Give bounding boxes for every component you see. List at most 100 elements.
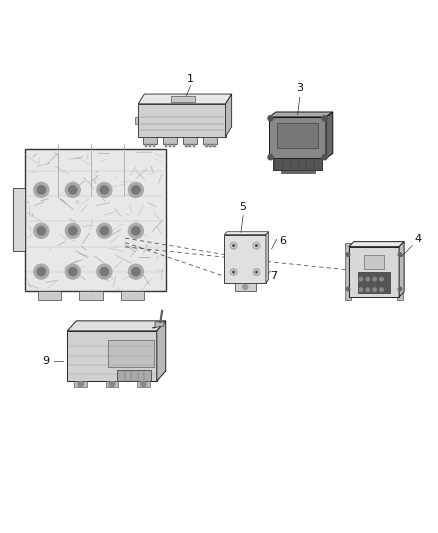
Bar: [79, 290, 102, 300]
Polygon shape: [349, 241, 404, 247]
Polygon shape: [67, 331, 157, 381]
Circle shape: [243, 285, 247, 289]
Circle shape: [100, 227, 109, 235]
Bar: [153, 144, 155, 147]
Polygon shape: [349, 247, 399, 297]
Bar: [185, 144, 187, 147]
Circle shape: [69, 186, 77, 194]
Bar: [74, 381, 87, 387]
Bar: [25, 149, 166, 290]
Bar: [13, 188, 25, 251]
Bar: [277, 123, 318, 148]
Bar: [117, 370, 151, 381]
Circle shape: [253, 269, 260, 276]
Text: 6: 6: [279, 236, 286, 246]
Circle shape: [69, 268, 77, 276]
Bar: [106, 381, 118, 387]
Circle shape: [128, 223, 143, 238]
Circle shape: [37, 186, 46, 194]
Circle shape: [380, 288, 383, 292]
Circle shape: [346, 253, 350, 256]
Bar: [145, 144, 148, 147]
Polygon shape: [224, 235, 266, 282]
Bar: [358, 272, 389, 293]
Bar: [346, 243, 351, 300]
Bar: [149, 144, 151, 147]
Circle shape: [255, 271, 258, 273]
Bar: [135, 117, 138, 124]
Bar: [173, 144, 175, 147]
Bar: [108, 341, 154, 367]
Circle shape: [100, 268, 109, 276]
Text: 3: 3: [296, 83, 303, 93]
Bar: [364, 255, 384, 269]
Circle shape: [346, 287, 350, 290]
Bar: [170, 95, 195, 102]
Circle shape: [253, 243, 260, 249]
Bar: [38, 290, 61, 300]
Circle shape: [34, 264, 49, 279]
Bar: [203, 136, 217, 144]
Circle shape: [69, 227, 77, 235]
Circle shape: [380, 277, 383, 281]
Circle shape: [65, 182, 80, 197]
Circle shape: [37, 227, 46, 235]
Bar: [209, 144, 212, 147]
Bar: [193, 144, 195, 147]
Circle shape: [268, 155, 273, 160]
Circle shape: [97, 223, 112, 238]
Circle shape: [322, 155, 327, 160]
Bar: [183, 136, 197, 144]
Circle shape: [78, 382, 83, 387]
Bar: [137, 381, 150, 387]
Circle shape: [128, 182, 143, 197]
Circle shape: [233, 271, 235, 273]
Circle shape: [100, 186, 109, 194]
Polygon shape: [224, 232, 268, 235]
Bar: [205, 144, 208, 147]
Bar: [169, 144, 171, 147]
Circle shape: [132, 268, 140, 276]
Polygon shape: [157, 321, 166, 381]
Circle shape: [268, 116, 273, 121]
Circle shape: [34, 223, 49, 238]
Polygon shape: [138, 94, 232, 104]
Polygon shape: [152, 322, 164, 328]
Bar: [213, 144, 215, 147]
Text: 9: 9: [42, 356, 50, 366]
Circle shape: [255, 270, 258, 274]
Circle shape: [37, 268, 46, 276]
Circle shape: [359, 277, 363, 281]
Bar: [235, 282, 255, 292]
Polygon shape: [138, 104, 226, 136]
Circle shape: [110, 382, 115, 387]
Polygon shape: [269, 112, 333, 117]
Text: 5: 5: [240, 201, 247, 212]
Polygon shape: [226, 94, 232, 136]
Text: 4: 4: [414, 235, 421, 245]
Circle shape: [141, 382, 146, 387]
Circle shape: [373, 288, 376, 292]
Bar: [281, 170, 314, 173]
Bar: [165, 144, 167, 147]
Bar: [162, 136, 177, 144]
Circle shape: [97, 182, 112, 197]
Text: 1: 1: [187, 74, 194, 84]
Circle shape: [230, 269, 237, 276]
Polygon shape: [399, 241, 404, 297]
Bar: [189, 144, 191, 147]
Circle shape: [255, 245, 258, 247]
Circle shape: [233, 245, 235, 247]
Bar: [143, 136, 156, 144]
Circle shape: [65, 264, 80, 279]
Polygon shape: [266, 232, 268, 282]
Circle shape: [398, 253, 402, 256]
Circle shape: [232, 270, 235, 274]
Text: 7: 7: [270, 271, 277, 281]
Circle shape: [34, 182, 49, 197]
Circle shape: [366, 277, 370, 281]
Polygon shape: [269, 117, 326, 158]
Circle shape: [255, 244, 258, 247]
Circle shape: [128, 264, 143, 279]
Circle shape: [132, 186, 140, 194]
